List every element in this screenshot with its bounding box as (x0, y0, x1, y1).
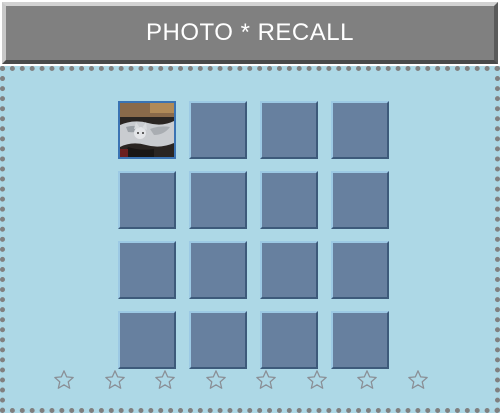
memory-card[interactable] (331, 171, 389, 229)
star-rating (45, 369, 455, 393)
star-outline-icon (356, 369, 378, 391)
game-title: PHOTO * RECALL (146, 19, 354, 46)
memory-card[interactable] (260, 311, 318, 369)
star-outline-icon (104, 369, 126, 391)
game-board (0, 66, 500, 413)
cat-photo (120, 103, 174, 157)
star-outline-icon (306, 369, 328, 391)
star-outline-icon (255, 369, 277, 391)
star-outline-icon (407, 369, 429, 391)
memory-card-revealed[interactable] (118, 101, 176, 159)
title-bar: PHOTO * RECALL (2, 2, 498, 64)
memory-card[interactable] (118, 171, 176, 229)
memory-card[interactable] (118, 311, 176, 369)
memory-card[interactable] (189, 311, 247, 369)
star-outline-icon (154, 369, 176, 391)
star-outline-icon (53, 369, 75, 391)
card-grid (118, 101, 389, 369)
memory-card[interactable] (118, 241, 176, 299)
memory-card[interactable] (331, 311, 389, 369)
memory-card[interactable] (331, 101, 389, 159)
star-outline-icon (205, 369, 227, 391)
memory-card[interactable] (260, 101, 318, 159)
memory-card[interactable] (260, 171, 318, 229)
memory-card[interactable] (189, 241, 247, 299)
memory-card[interactable] (189, 171, 247, 229)
memory-card[interactable] (331, 241, 389, 299)
memory-card[interactable] (260, 241, 318, 299)
memory-card[interactable] (189, 101, 247, 159)
